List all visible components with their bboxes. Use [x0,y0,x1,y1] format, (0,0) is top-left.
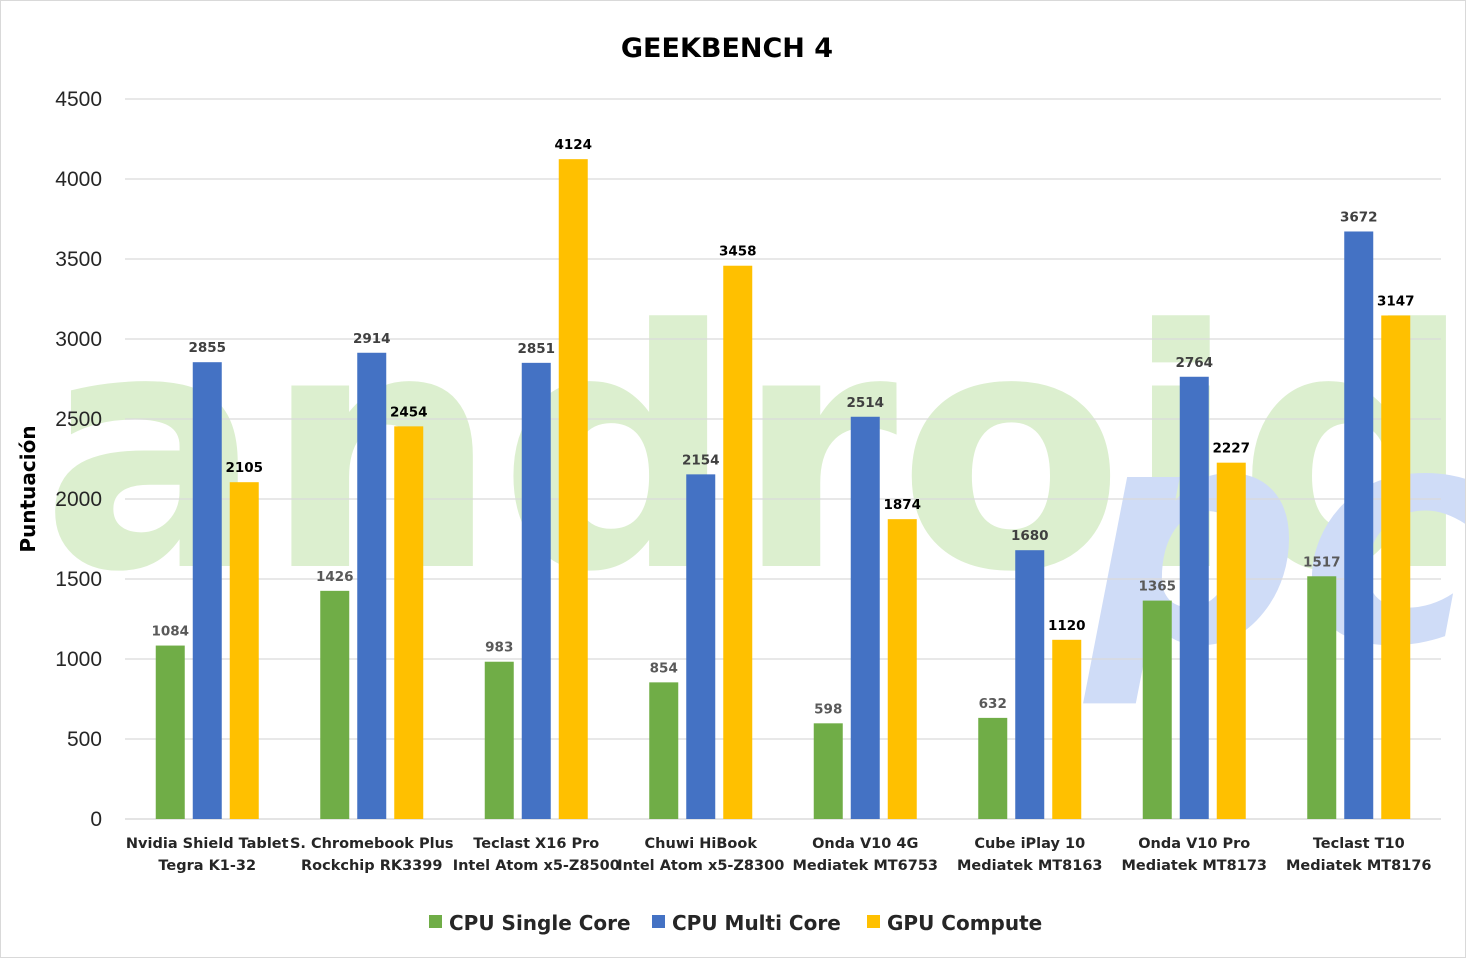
category-label: Mediatek MT6753 [792,858,938,874]
y-tick-label: 1500 [55,568,102,591]
bar-gpu-compute [558,159,588,819]
bar-cpu-single-core [1142,600,1172,819]
data-label: 2851 [517,341,555,357]
category-label: Rockchip RK3399 [301,858,442,874]
chart-title: GEEKBENCH 4 [621,33,833,64]
legend-label: GPU Compute [887,911,1042,935]
category-label: Onda V10 Pro [1138,836,1250,852]
bar-gpu-compute [723,265,753,820]
bar-cpu-multi-core [1344,231,1374,820]
data-label: 1680 [1011,528,1049,544]
data-label: 3147 [1377,293,1415,309]
bar-gpu-compute [1216,462,1246,819]
y-tick-label: 500 [67,728,102,751]
bar-gpu-compute [394,426,424,819]
data-label: 2914 [353,331,391,347]
category-labels: Nvidia Shield Tablet Tegra K1-32 S. Chrome… [126,836,1432,874]
bar-cpu-single-core [978,717,1008,819]
bar-gpu-compute [887,519,917,819]
data-label: 1120 [1048,618,1086,634]
data-labels: 1084 2855 2105 1426 2914 2454 983 2851 4124 854 21… [151,137,1414,717]
category-label: Onda V10 4G [812,836,918,852]
data-label: 2855 [188,340,226,356]
bar-cpu-multi-core [357,352,387,819]
bar-gpu-compute [229,482,259,819]
bar-cpu-multi-core [521,362,551,819]
data-label: 632 [979,696,1007,712]
category-label: Intel Atom x5-Z8500 [453,858,620,874]
data-label: 2454 [390,404,428,420]
bar-gpu-compute [1381,315,1411,819]
y-tick-label: 4000 [55,168,102,191]
y-tick-label: 3000 [55,328,102,351]
y-axis-label: Puntuación [16,425,40,552]
data-label: 2514 [846,395,884,411]
data-label: 3672 [1340,209,1378,225]
legend-label: CPU Multi Core [672,911,841,935]
category-label: Mediatek MT8173 [1121,858,1267,874]
data-label: 983 [485,640,513,656]
bar-cpu-single-core [484,661,514,819]
category-label: Nvidia Shield Tablet [126,836,289,852]
legend-swatch [429,915,442,928]
category-label: S. Chromebook Plus [290,836,454,852]
bar-cpu-single-core [155,645,185,819]
bars [155,159,1411,820]
data-label: 598 [814,701,842,717]
data-label: 1874 [883,497,921,513]
data-label: 1426 [316,569,354,585]
data-label: 1365 [1138,579,1176,595]
data-label: 3458 [719,244,757,260]
data-label: 1084 [151,624,189,640]
legend-swatch [867,915,880,928]
data-label: 4124 [554,137,592,153]
y-axis-ticks: 0 500 1000 1500 2000 2500 3000 3500 4000 4500 [55,88,102,831]
y-tick-label: 4500 [55,88,102,111]
category-label: Mediatek MT8163 [957,858,1103,874]
data-label: 2105 [225,460,263,476]
category-label: Teclast X16 Pro [473,836,599,852]
data-label: 2154 [682,452,720,468]
y-tick-label: 1000 [55,648,102,671]
legend-swatch [652,915,665,928]
data-label: 2764 [1175,355,1213,371]
bar-cpu-multi-core [686,474,716,819]
bar-cpu-single-core [649,682,679,819]
category-label: Tegra K1-32 [158,858,256,874]
category-label: Teclast T10 [1313,836,1405,852]
bar-cpu-single-core [320,590,350,819]
y-tick-label: 3500 [55,248,102,271]
bar-cpu-multi-core [1015,550,1045,819]
category-label: Mediatek MT8176 [1286,858,1432,874]
data-label: 854 [650,660,678,676]
legend: CPU Single Core CPU Multi Core GPU Compute [429,911,1042,935]
bar-gpu-compute [1052,639,1082,819]
bar-cpu-multi-core [1179,376,1209,819]
category-label: Chuwi HiBook [645,836,758,852]
data-label: 1517 [1303,554,1341,570]
y-tick-label: 2000 [55,488,102,511]
category-label: Cube iPlay 10 [974,836,1085,852]
bar-cpu-single-core [1307,576,1337,819]
bar-cpu-multi-core [850,416,880,819]
y-tick-label: 2500 [55,408,102,431]
bar-cpu-single-core [813,723,843,819]
y-tick-label: 0 [90,808,102,831]
bar-cpu-multi-core [192,362,222,819]
data-label: 2227 [1212,441,1250,457]
legend-label: CPU Single Core [449,911,631,935]
category-label: Intel Atom x5-Z8300 [617,858,784,874]
